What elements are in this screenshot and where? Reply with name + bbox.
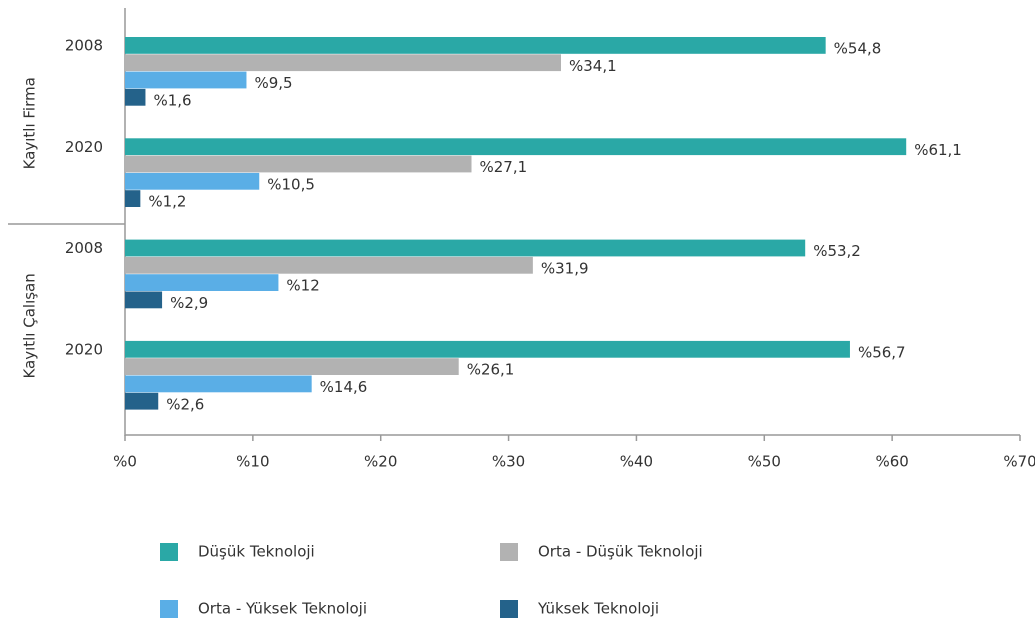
x-tick-label: %30: [492, 453, 525, 471]
value-label: %1,6: [153, 91, 191, 109]
legend-swatch: [500, 600, 518, 618]
bar: [125, 71, 247, 89]
value-label: %2,6: [166, 395, 204, 413]
value-label: %27,1: [479, 158, 527, 176]
bar: [125, 138, 907, 156]
value-label: %34,1: [569, 57, 617, 75]
bar: [125, 256, 533, 274]
y-tick-label: 2008: [65, 239, 103, 257]
value-label: %1,2: [148, 193, 186, 211]
x-tick-label: %70: [1003, 453, 1035, 471]
legend-label: Yüksek Teknoloji: [537, 600, 659, 618]
value-label: %26,1: [467, 361, 515, 379]
bar: [125, 358, 459, 375]
bar: [125, 340, 850, 358]
group-label: Kayıtlı Çalışan: [21, 273, 39, 378]
value-label: %56,7: [858, 343, 906, 361]
x-tick-label: %50: [748, 453, 781, 471]
bar: [125, 172, 260, 190]
y-tick-label: 2008: [65, 37, 103, 55]
y-tick-label: 2020: [65, 138, 103, 156]
x-tick-label: %20: [364, 453, 397, 471]
value-label: %10,5: [267, 175, 315, 193]
value-label: %12: [286, 277, 319, 295]
value-label: %61,1: [914, 141, 962, 159]
value-label: %2,9: [170, 294, 208, 312]
bar: [125, 37, 826, 54]
value-label: %9,5: [254, 74, 292, 92]
value-label: %54,8: [834, 40, 882, 58]
value-label: %14,6: [320, 378, 368, 396]
bar: [125, 239, 806, 257]
y-tick-label: 2020: [65, 340, 103, 358]
bar: [125, 54, 561, 72]
legend-label: Orta - Düşük Teknoloji: [538, 543, 703, 561]
bar: [125, 375, 312, 393]
x-tick-label: %60: [875, 453, 908, 471]
value-label: %53,2: [813, 242, 861, 260]
bar: [125, 190, 141, 207]
value-label: %31,9: [541, 259, 589, 277]
bar: [125, 155, 472, 173]
bar: [125, 88, 146, 106]
bar: [125, 274, 279, 291]
x-tick-label: %0: [113, 453, 137, 471]
x-tick-label: %10: [236, 453, 269, 471]
legend-swatch: [160, 600, 178, 618]
group-label: Kayıtlı Firma: [21, 77, 39, 169]
legend-swatch: [160, 543, 178, 561]
bar: [125, 392, 159, 410]
x-tick-label: %40: [620, 453, 653, 471]
legend-label: Düşük Teknoloji: [198, 543, 315, 561]
legend-swatch: [500, 543, 518, 561]
legend-label: Orta - Yüksek Teknoloji: [198, 600, 367, 618]
bar: [125, 291, 163, 309]
